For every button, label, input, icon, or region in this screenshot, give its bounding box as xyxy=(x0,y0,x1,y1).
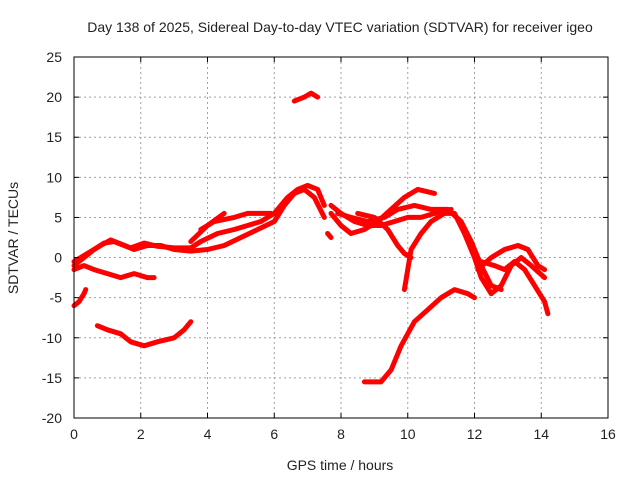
x-tick-label: 12 xyxy=(467,426,483,442)
x-axis-label: GPS time / hours xyxy=(287,457,394,473)
x-tick-label: 2 xyxy=(137,426,145,442)
grid xyxy=(74,57,608,418)
y-tick-label: 20 xyxy=(46,89,62,105)
y-tick-label: -15 xyxy=(42,370,62,386)
y-tick-label: -5 xyxy=(50,290,63,306)
y-tick-label: -10 xyxy=(42,330,62,346)
series-line-s4 xyxy=(198,210,274,232)
series-line-s14 xyxy=(401,210,548,297)
x-tick-label: 10 xyxy=(400,426,416,442)
x-tick-label: 6 xyxy=(270,426,278,442)
x-tick-label: 8 xyxy=(337,426,345,442)
series-line-s16 xyxy=(475,243,548,273)
series-layer xyxy=(71,90,551,385)
y-tick-labels: -20 -15 -10 -5 0 5 10 15 20 25 xyxy=(42,49,62,426)
series-line-s17 xyxy=(478,259,551,317)
series-line-s15 xyxy=(361,287,477,385)
series-line-s13 xyxy=(355,210,414,261)
x-tick-label: 4 xyxy=(204,426,212,442)
x-tick-label: 14 xyxy=(533,426,549,442)
y-tick-label: 5 xyxy=(54,209,62,225)
y-axis-label: SDTVAR / TECUs xyxy=(5,182,21,294)
x-tick-labels: 0 2 4 6 8 10 12 14 16 xyxy=(70,426,616,442)
series-line-s9 xyxy=(325,231,334,240)
chart-title: Day 138 of 2025, Sidereal Day-to-day VTE… xyxy=(87,19,593,35)
y-tick-label: 15 xyxy=(46,129,62,145)
y-tick-label: 10 xyxy=(46,169,62,185)
series-line-s7 xyxy=(94,319,194,349)
x-tick-label: 16 xyxy=(600,426,616,442)
y-tick-label: -20 xyxy=(42,410,62,426)
y-tick-label: 0 xyxy=(54,250,62,266)
series-line-s8 xyxy=(291,90,321,104)
series-line-s5 xyxy=(71,263,157,281)
x-tick-label: 0 xyxy=(70,426,78,442)
axis-ticks xyxy=(73,56,609,419)
series-line-s6 xyxy=(71,287,89,309)
series-line-s2 xyxy=(71,182,327,265)
y-tick-label: 25 xyxy=(46,49,62,65)
